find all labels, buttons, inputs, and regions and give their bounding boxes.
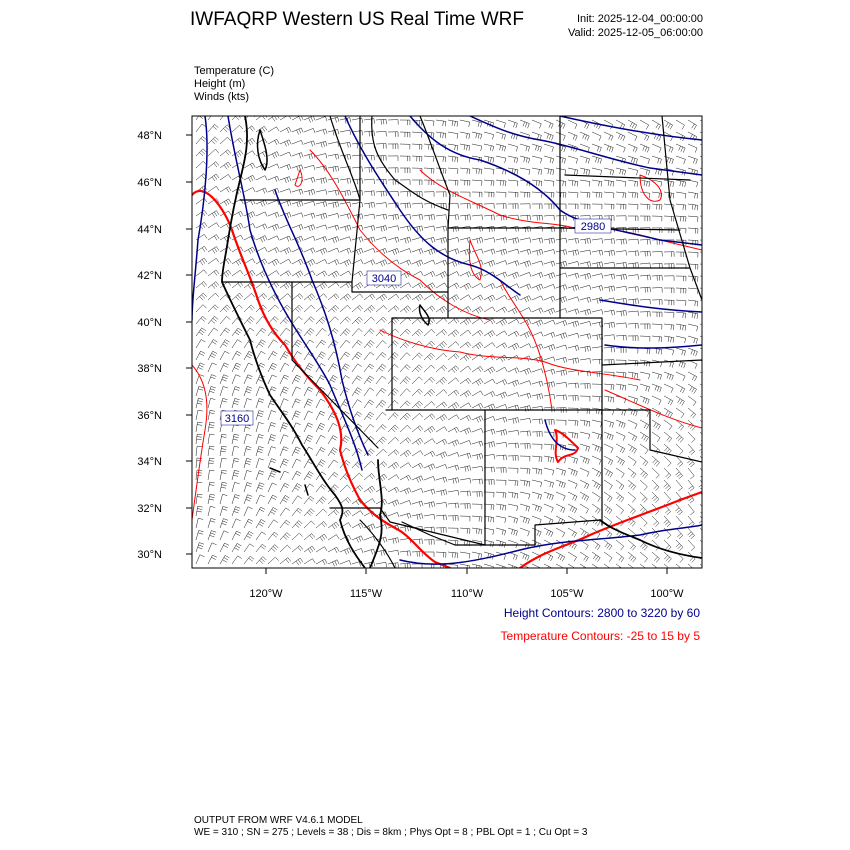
lat-label: 32°N [137, 503, 162, 515]
latitude-axis: 48°N 46°N 44°N 42°N 40°N 38°N 36°N 34°N … [137, 130, 192, 561]
lat-label: 46°N [137, 177, 162, 189]
lat-label: 42°N [137, 270, 162, 282]
lon-label: 100°W [650, 588, 684, 600]
field-temperature-label: Temperature (C) [194, 65, 275, 77]
height-contours [192, 116, 702, 565]
wind-barb-field [195, 116, 702, 568]
longitude-axis: 120°W 115°W 110°W 105°W 100°W [249, 568, 684, 600]
temperature-contours-note: Temperature Contours: -25 to 15 by 5 [500, 629, 700, 643]
contour-label-3040: 3040 [372, 273, 396, 285]
field-winds-label: Winds (kts) [194, 91, 249, 103]
lon-label: 110°W [451, 588, 484, 600]
lakes-islands [256, 129, 430, 496]
model-info-line: OUTPUT FROM WRF V4.6.1 MODEL [194, 815, 363, 826]
lon-label: 105°W [550, 588, 584, 600]
init-time: Init: 2025-12-04_00:00:00 [577, 13, 703, 25]
lat-label: 36°N [137, 410, 162, 422]
lon-label: 115°W [350, 588, 383, 600]
contour-labels: 3040 2980 3160 [220, 218, 612, 426]
contour-label-3160: 3160 [225, 413, 249, 425]
lat-label: 40°N [137, 317, 162, 329]
field-height-label: Height (m) [194, 78, 246, 90]
lon-label: 120°W [249, 588, 283, 600]
lat-label: 34°N [137, 456, 162, 468]
temperature-contours [192, 149, 702, 568]
height-contours-note: Height Contours: 2800 to 3220 by 60 [503, 606, 700, 620]
lat-label: 38°N [137, 363, 162, 375]
contour-label-2980: 2980 [581, 221, 605, 233]
lat-label: 30°N [137, 549, 162, 561]
valid-time: Valid: 2025-12-05_06:00:00 [568, 27, 703, 39]
lat-label: 44°N [137, 224, 162, 236]
model-config-line: WE = 310 ; SN = 275 ; Levels = 38 ; Dis … [194, 827, 588, 838]
wind-barbs [195, 116, 702, 568]
plot-frame [191, 115, 703, 569]
state-borders [221, 116, 702, 568]
lat-label: 48°N [137, 130, 162, 142]
map-title: IWFAQRP Western US Real Time WRF [190, 9, 524, 30]
